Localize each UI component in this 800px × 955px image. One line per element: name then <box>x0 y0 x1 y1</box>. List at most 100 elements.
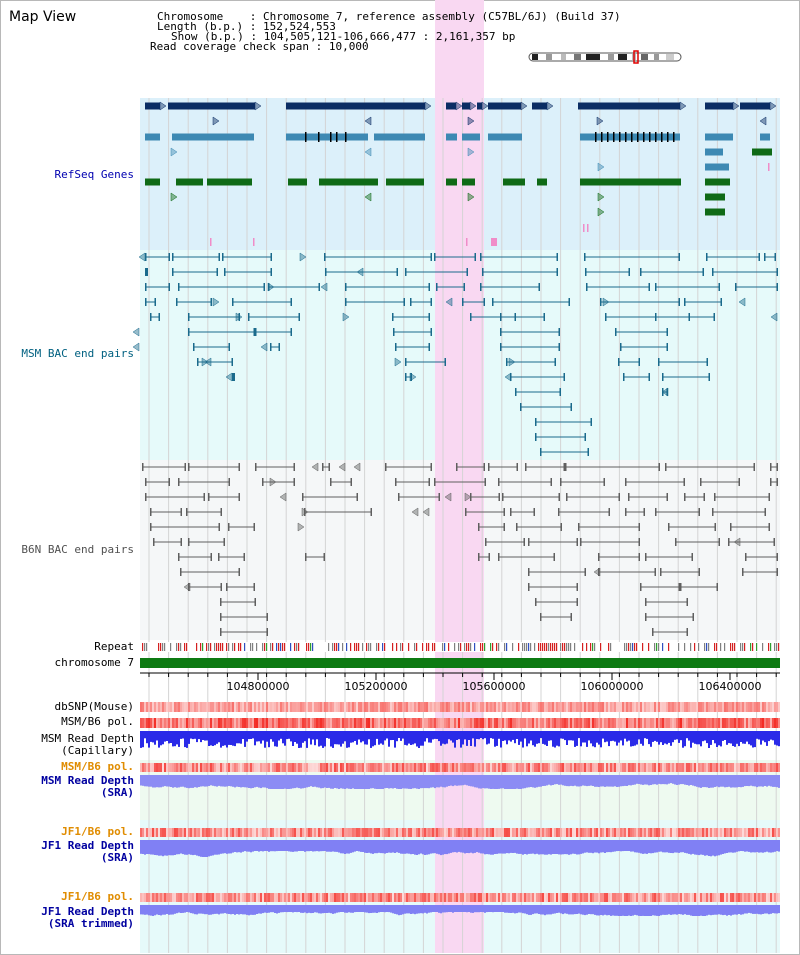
bac-end <box>563 463 565 471</box>
depth-bar <box>408 840 410 854</box>
depth-bar <box>534 905 536 914</box>
heat-cell <box>630 718 632 728</box>
heat-cell <box>694 828 696 837</box>
strand-arrow-icon <box>546 101 554 111</box>
repeat-mark <box>400 643 402 651</box>
depth-bar <box>532 905 534 915</box>
depth-bar <box>598 840 600 854</box>
heat-cell <box>490 828 492 837</box>
depth-bar <box>460 775 462 786</box>
track-label-dbsnp[interactable]: dbSNP(Mouse) <box>54 700 134 713</box>
heat-cell <box>760 763 762 772</box>
depth-bar <box>612 905 614 916</box>
depth-bar <box>352 905 354 913</box>
depth-bar <box>716 775 718 787</box>
bac-end <box>492 298 494 306</box>
heat-cell <box>178 828 180 837</box>
chromosome-ideogram[interactable] <box>528 50 684 64</box>
depth-bar <box>590 905 592 915</box>
depth-bar <box>442 731 444 744</box>
depth-bar <box>400 731 402 741</box>
depth-bar <box>568 905 570 915</box>
track-label-jf1-read-depth-trimmed[interactable]: JF1 Read Depth (SRA trimmed) <box>41 906 134 930</box>
track-label-b6n-bac-end-pairs[interactable]: B6N BAC end pairs <box>21 543 134 556</box>
depth-bar <box>172 840 174 856</box>
depth-bar <box>410 775 412 789</box>
depth-bar <box>600 905 602 915</box>
track-label-jf1-read-depth-sra[interactable]: JF1 Read Depth (SRA) <box>41 840 134 864</box>
repeat-mark <box>176 643 178 651</box>
heat-cell <box>496 702 498 712</box>
depth-bar <box>170 905 172 915</box>
refseq-gene-row1 <box>168 102 255 110</box>
depth-bar <box>244 731 246 747</box>
heat-cell <box>326 718 328 728</box>
heat-cell <box>760 893 762 902</box>
track-label-jf1-b6-pol-trimmed[interactable]: JF1/B6 pol. <box>61 890 134 903</box>
depth-bar <box>226 840 228 854</box>
heat-cell <box>688 828 690 837</box>
track-label-msm-bac-end-pairs[interactable]: MSM BAC end pairs <box>21 347 134 360</box>
strand-arrow-icon <box>481 101 489 111</box>
heat-cell <box>480 828 482 837</box>
heat-cell <box>748 828 750 837</box>
heat-cell <box>476 828 478 837</box>
depth-bar <box>414 840 416 855</box>
depth-bar <box>754 840 756 853</box>
heat-cell <box>218 718 220 728</box>
heat-cell <box>162 718 164 728</box>
heat-cell <box>672 763 674 772</box>
depth-bar <box>696 731 698 745</box>
heat-cell <box>406 718 408 728</box>
heat-cell <box>436 893 438 902</box>
depth-bar <box>248 731 250 740</box>
refseq-gene-row3 <box>580 133 680 141</box>
depth-bar <box>464 731 466 740</box>
track-label-repeat[interactable]: Repeat <box>94 640 134 653</box>
track-label-msm-read-depth-capillary[interactable]: MSM Read Depth (Capillary) <box>41 733 134 757</box>
heat-cell <box>202 828 204 837</box>
track-label-jf1-b6-pol[interactable]: JF1/B6 pol. <box>61 825 134 838</box>
heat-cell <box>292 828 294 837</box>
heat-cell <box>412 718 414 728</box>
track-label-chromosome[interactable]: chromosome 7 <box>54 656 134 669</box>
depth-bar <box>296 905 298 913</box>
heat-cell <box>662 893 664 902</box>
depth-bar <box>484 840 486 855</box>
repeat-mark <box>290 643 292 651</box>
track-label-refseq-genes[interactable]: RefSeq Genes <box>54 168 134 181</box>
strand-arrow-icon <box>138 252 146 262</box>
bac-end <box>270 253 272 261</box>
heat-cell <box>564 718 566 728</box>
gene-mark <box>210 238 212 246</box>
heat-cell <box>204 718 206 728</box>
depth-bar <box>722 905 724 916</box>
heat-cell <box>718 702 720 712</box>
depth-bar <box>710 905 712 916</box>
heat-cell <box>608 763 610 772</box>
heat-cell <box>640 763 642 772</box>
heat-cell <box>420 828 422 837</box>
track-label-msm-read-depth-sra[interactable]: MSM Read Depth (SRA) <box>41 775 134 799</box>
depth-bar <box>642 775 644 785</box>
heat-cell <box>500 763 502 772</box>
bac-end <box>478 523 480 531</box>
repeat-mark <box>690 643 692 651</box>
heat-cell <box>728 828 730 837</box>
heat-cell <box>616 763 618 772</box>
track-label-msm-b6-pol[interactable]: MSM/B6 pol. <box>61 715 134 728</box>
depth-bar <box>166 731 168 741</box>
track-label-msm-b6-pol-sra[interactable]: MSM/B6 pol. <box>61 760 134 773</box>
heat-cell <box>528 702 530 712</box>
heat-cell <box>498 702 500 712</box>
depth-bar <box>414 731 416 744</box>
heat-cell <box>574 718 576 728</box>
heat-cell <box>644 828 646 837</box>
heat-cell <box>762 763 764 772</box>
depth-bar <box>284 775 286 789</box>
heat-cell <box>156 763 158 772</box>
depth-bar <box>620 840 622 852</box>
bac-end <box>216 268 218 276</box>
heat-cell <box>620 893 622 902</box>
